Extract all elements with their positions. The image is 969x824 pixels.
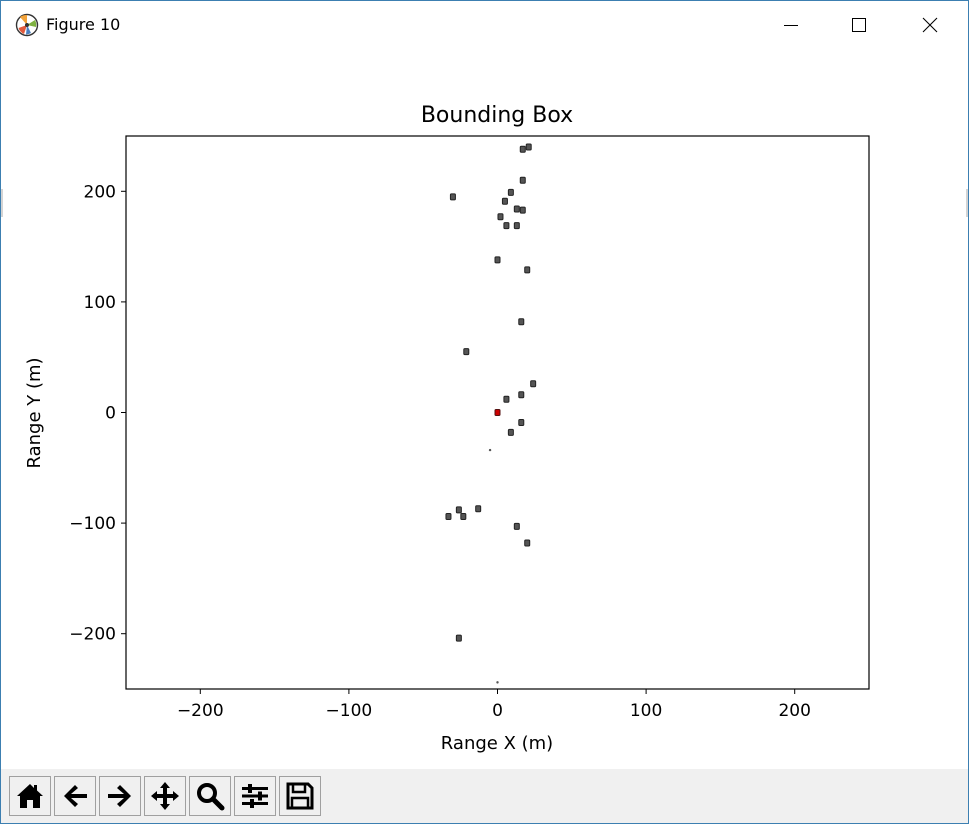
y-axis-label: Range Y (m) xyxy=(24,357,45,468)
bounding-box xyxy=(513,222,520,230)
close-button[interactable] xyxy=(895,1,965,49)
bounding-box xyxy=(519,176,526,184)
bounding-box xyxy=(475,505,482,513)
close-icon xyxy=(922,17,938,33)
x-tick-label: −200 xyxy=(177,701,224,721)
small-point xyxy=(496,681,499,684)
bounding-box xyxy=(463,348,470,356)
save-icon xyxy=(286,782,314,810)
bounding-box xyxy=(455,634,462,642)
bounding-box xyxy=(445,512,452,520)
bounding-box-chart: Bounding Box −200 −100 0 100 200 −200 −100 0 10… xyxy=(24,103,870,754)
bounding-box xyxy=(494,256,501,264)
y-tick-label: −200 xyxy=(69,625,116,645)
bounding-box xyxy=(519,145,526,153)
zoom-button[interactable] xyxy=(189,776,231,816)
bounding-box xyxy=(449,193,456,201)
x-axis: −200 −100 0 100 200 xyxy=(177,689,811,721)
bounding-box xyxy=(503,222,510,230)
bounding-box xyxy=(518,418,525,426)
y-tick-label: 200 xyxy=(84,182,116,202)
x-tick-label: 100 xyxy=(630,701,662,721)
home-button[interactable] xyxy=(9,776,51,816)
bounding-box xyxy=(525,143,532,151)
pan-icon xyxy=(151,782,179,810)
forward-arrow-icon xyxy=(108,785,131,807)
y-tick-label: 100 xyxy=(84,293,116,313)
ego-vehicle-box xyxy=(494,409,501,416)
bounding-box xyxy=(507,188,514,196)
bounding-box xyxy=(497,213,504,221)
y-tick-label: −100 xyxy=(69,514,116,534)
bounding-box xyxy=(503,395,510,403)
bounding-box xyxy=(524,266,531,274)
bounding-box xyxy=(524,539,531,547)
y-tick-label: 0 xyxy=(105,404,116,424)
bounding-box xyxy=(507,428,514,436)
y-axis: −200 −100 0 100 200 xyxy=(69,182,126,645)
bounding-box xyxy=(518,391,525,399)
bounding-box xyxy=(518,318,525,326)
minimize-icon xyxy=(784,25,798,26)
x-axis-label: Range X (m) xyxy=(441,733,553,754)
small-point xyxy=(488,448,492,452)
maximize-icon xyxy=(852,18,866,32)
navigation-toolbar xyxy=(1,769,968,823)
x-tick-label: −100 xyxy=(326,701,373,721)
bounding-box xyxy=(501,197,508,205)
back-arrow-icon xyxy=(64,785,87,807)
title-bar[interactable]: Figure 10 xyxy=(1,1,968,49)
x-tick-label: 200 xyxy=(778,701,810,721)
save-button[interactable] xyxy=(279,776,321,816)
pan-button[interactable] xyxy=(144,776,186,816)
zoom-icon xyxy=(197,783,225,811)
matplotlib-logo-icon xyxy=(15,13,39,37)
chart-title: Bounding Box xyxy=(421,103,573,128)
bounding-box xyxy=(460,512,467,520)
data-marks xyxy=(445,143,537,684)
window-title: Figure 10 xyxy=(46,15,121,34)
forward-button[interactable] xyxy=(99,776,141,816)
x-tick-label: 0 xyxy=(492,701,503,721)
bounding-box xyxy=(455,506,462,514)
background-window-edge-right xyxy=(966,189,968,217)
back-button[interactable] xyxy=(54,776,96,816)
configure-subplots-button[interactable] xyxy=(234,776,276,816)
minimize-button[interactable] xyxy=(756,1,826,49)
bounding-box xyxy=(513,205,520,213)
home-icon xyxy=(17,784,43,808)
bounding-box xyxy=(519,206,526,214)
background-window-edge xyxy=(1,189,3,217)
maximize-button[interactable] xyxy=(824,1,894,49)
figure-canvas[interactable]: Bounding Box −200 −100 0 100 200 −200 −100 0 10… xyxy=(1,49,968,769)
bounding-box xyxy=(513,522,520,530)
configure-subplots-icon xyxy=(242,784,268,808)
bounding-box xyxy=(530,380,537,388)
